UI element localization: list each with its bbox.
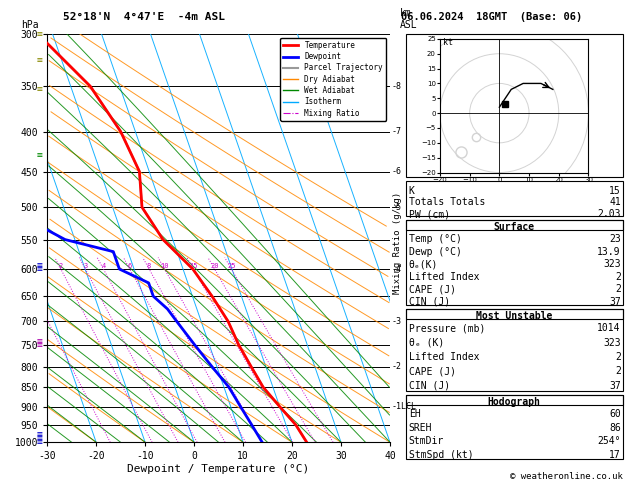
- Legend: Temperature, Dewpoint, Parcel Trajectory, Dry Adiabat, Wet Adiabat, Isotherm, Mi: Temperature, Dewpoint, Parcel Trajectory…: [280, 38, 386, 121]
- Text: 4: 4: [101, 263, 106, 269]
- Text: Most Unstable: Most Unstable: [476, 311, 552, 321]
- X-axis label: Dewpoint / Temperature (°C): Dewpoint / Temperature (°C): [128, 464, 309, 474]
- Text: EH: EH: [409, 409, 421, 419]
- Text: -2: -2: [392, 362, 402, 371]
- Text: CAPE (J): CAPE (J): [409, 284, 456, 294]
- Text: Temp (°C): Temp (°C): [409, 234, 462, 244]
- Text: -8: -8: [392, 82, 402, 91]
- Text: θₑ (K): θₑ (K): [409, 338, 444, 347]
- Text: ≡: ≡: [36, 434, 43, 443]
- Text: 2: 2: [615, 352, 621, 362]
- Text: Dewp (°C): Dewp (°C): [409, 247, 462, 257]
- Text: hPa: hPa: [21, 20, 39, 30]
- Text: ≡: ≡: [36, 150, 43, 160]
- Text: ≡: ≡: [36, 55, 43, 66]
- Text: ≡: ≡: [36, 336, 43, 346]
- Text: -3: -3: [392, 317, 402, 326]
- Text: kt: kt: [443, 38, 453, 47]
- Text: 41: 41: [609, 197, 621, 208]
- Text: Pressure (mb): Pressure (mb): [409, 323, 485, 333]
- Text: -6: -6: [392, 167, 402, 176]
- Text: CIN (J): CIN (J): [409, 296, 450, 307]
- Text: θₑ(K): θₑ(K): [409, 259, 438, 269]
- Text: -5: -5: [392, 203, 402, 212]
- Text: 15: 15: [189, 263, 198, 269]
- Text: 2.03: 2.03: [598, 209, 621, 219]
- Text: 25: 25: [227, 263, 236, 269]
- Text: Hodograph: Hodograph: [487, 397, 541, 407]
- Text: ≡: ≡: [36, 260, 43, 270]
- Text: ≡: ≡: [36, 84, 43, 94]
- Text: CAPE (J): CAPE (J): [409, 366, 456, 376]
- Text: StmDir: StmDir: [409, 436, 444, 446]
- Text: Mixing Ratio (g/kg): Mixing Ratio (g/kg): [393, 192, 402, 294]
- Text: Surface: Surface: [494, 222, 535, 232]
- Text: Totals Totals: Totals Totals: [409, 197, 485, 208]
- Text: 323: 323: [603, 338, 621, 347]
- Text: ≡: ≡: [36, 29, 43, 39]
- Text: CIN (J): CIN (J): [409, 381, 450, 391]
- Text: 37: 37: [609, 381, 621, 391]
- Text: 6: 6: [128, 263, 132, 269]
- Text: 1014: 1014: [598, 323, 621, 333]
- Text: -7: -7: [392, 127, 402, 136]
- Text: © weatheronline.co.uk: © weatheronline.co.uk: [510, 472, 623, 481]
- Text: K: K: [409, 186, 415, 196]
- Text: 52°18'N  4°47'E  -4m ASL: 52°18'N 4°47'E -4m ASL: [63, 12, 225, 22]
- Text: ≡: ≡: [36, 437, 43, 447]
- Text: 15: 15: [609, 186, 621, 196]
- Text: 60: 60: [609, 409, 621, 419]
- Text: 23: 23: [609, 234, 621, 244]
- Text: 37: 37: [609, 296, 621, 307]
- Text: -1LCL: -1LCL: [392, 402, 416, 411]
- Text: 86: 86: [609, 423, 621, 433]
- Text: 254°: 254°: [598, 436, 621, 446]
- Text: Lifted Index: Lifted Index: [409, 272, 479, 282]
- Text: ≡: ≡: [36, 264, 43, 274]
- Text: 3: 3: [83, 263, 87, 269]
- Text: -4: -4: [392, 264, 402, 274]
- Text: 17: 17: [609, 450, 621, 460]
- Text: Lifted Index: Lifted Index: [409, 352, 479, 362]
- Text: 2: 2: [615, 284, 621, 294]
- Text: SREH: SREH: [409, 423, 432, 433]
- Text: 2: 2: [58, 263, 63, 269]
- Text: 06.06.2024  18GMT  (Base: 06): 06.06.2024 18GMT (Base: 06): [401, 12, 582, 22]
- Text: 323: 323: [603, 259, 621, 269]
- Text: 13.9: 13.9: [598, 247, 621, 257]
- Text: 2: 2: [615, 366, 621, 376]
- Text: 2: 2: [615, 272, 621, 282]
- Text: km
ASL: km ASL: [400, 8, 418, 30]
- Text: 10: 10: [160, 263, 169, 269]
- Text: ≡: ≡: [36, 430, 43, 439]
- Text: StmSpd (kt): StmSpd (kt): [409, 450, 474, 460]
- Text: ≡: ≡: [36, 340, 43, 350]
- Text: PW (cm): PW (cm): [409, 209, 450, 219]
- Text: 8: 8: [147, 263, 151, 269]
- Text: 20: 20: [210, 263, 219, 269]
